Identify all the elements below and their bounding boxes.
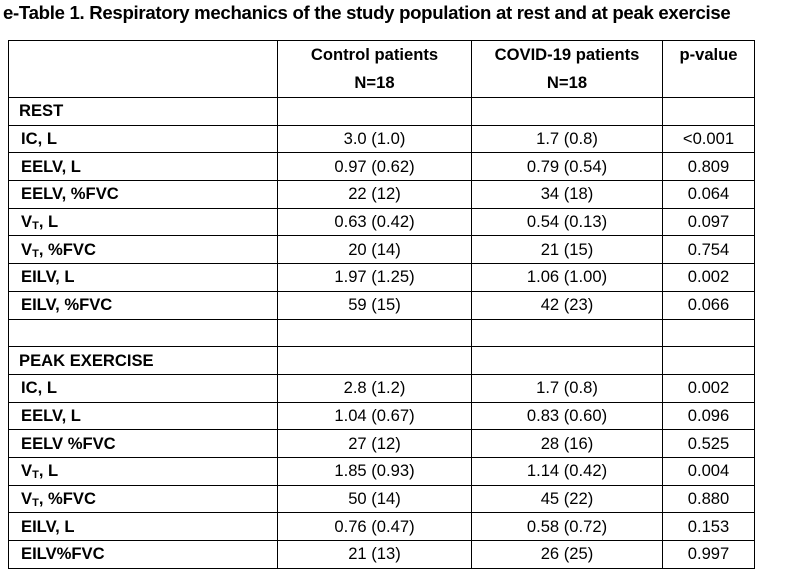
p-value: 0.754 <box>662 235 755 265</box>
row-label: EELV, L <box>8 152 278 182</box>
p-value: 0.997 <box>662 540 755 569</box>
table-row: IC, L 2.8 (1.2) 1.7 (0.8) 0.002 <box>8 373 755 403</box>
row-label: EILV%FVC <box>8 540 278 569</box>
p-value: 0.097 <box>662 207 755 237</box>
row-label: VT, %FVC <box>8 235 278 265</box>
table-row: VT, L 1.85 (0.93) 1.14 (0.42) 0.004 <box>8 456 755 486</box>
spacer-row <box>8 318 755 348</box>
row-label: VT, L <box>8 456 278 486</box>
control-value: 20 (14) <box>277 235 472 265</box>
row-label: EELV %FVC <box>8 429 278 458</box>
section-row-peak: PEAK EXERCISE <box>8 346 755 375</box>
p-value: 0.002 <box>662 373 755 403</box>
header-covid-line2: N=18 <box>546 73 588 92</box>
table-row: EILV, %FVC 59 (15) 42 (23) 0.066 <box>8 290 755 320</box>
covid-value: 28 (16) <box>471 429 663 458</box>
row-label-main: V <box>21 212 33 232</box>
table-title: e-Table 1. Respiratory mechanics of the … <box>3 2 731 23</box>
row-label: EILV, L <box>8 512 278 541</box>
header-pvalue: p-value <box>662 40 755 98</box>
row-label-subscript: T <box>32 469 39 482</box>
section-label-rest: REST <box>8 97 278 126</box>
table-row: VT, %FVC 20 (14) 21 (15) 0.754 <box>8 235 755 265</box>
row-label: VT, %FVC <box>8 484 278 514</box>
row-label-rest: , L <box>38 461 59 481</box>
row-label-rest: , %FVC <box>38 488 96 508</box>
p-value: 0.096 <box>662 401 755 431</box>
header-covid: COVID-19 patients N=18 <box>471 40 663 98</box>
header-control-line2: N=18 <box>354 73 395 92</box>
section-row-rest: REST <box>8 97 755 126</box>
table-row: EELV %FVC 27 (12) 28 (16) 0.525 <box>8 429 755 458</box>
covid-value: 0.58 (0.72) <box>471 512 663 541</box>
p-value: 0.153 <box>662 512 755 541</box>
row-label-rest: , L <box>38 212 59 232</box>
covid-value: 42 (23) <box>471 290 663 320</box>
covid-value: 0.54 (0.13) <box>471 207 663 237</box>
control-value: 21 (13) <box>277 540 472 569</box>
row-label-subscript: T <box>32 220 39 233</box>
row-label: IC, L <box>8 124 278 154</box>
table-row: EELV, L 1.04 (0.67) 0.83 (0.60) 0.096 <box>8 401 755 431</box>
table-row: EILV%FVC 21 (13) 26 (25) 0.997 <box>8 540 755 569</box>
control-value: 0.63 (0.42) <box>277 207 472 237</box>
table-row: VT, L 0.63 (0.42) 0.54 (0.13) 0.097 <box>8 207 755 237</box>
row-label: VT, L <box>8 207 278 237</box>
covid-value: 34 (18) <box>471 180 663 209</box>
control-value: 0.97 (0.62) <box>277 152 472 182</box>
control-value: 22 (12) <box>277 180 472 209</box>
covid-value: 1.7 (0.8) <box>471 373 663 403</box>
control-value: 0.76 (0.47) <box>277 512 472 541</box>
table-row: EELV, L 0.97 (0.62) 0.79 (0.54) 0.809 <box>8 152 755 182</box>
control-value: 3.0 (1.0) <box>277 124 472 154</box>
table-row: IC, L 3.0 (1.0) 1.7 (0.8) <0.001 <box>8 124 755 154</box>
covid-value: 1.14 (0.42) <box>471 456 663 486</box>
row-label: IC, L <box>8 373 278 403</box>
p-value: 0.066 <box>662 290 755 320</box>
p-value: 0.064 <box>662 180 755 209</box>
header-control: Control patients N=18 <box>277 40 472 98</box>
covid-value: 0.83 (0.60) <box>471 401 663 431</box>
covid-value: 45 (22) <box>471 484 663 514</box>
p-value: 0.002 <box>662 263 755 292</box>
table-row: EELV, %FVC 22 (12) 34 (18) 0.064 <box>8 180 755 209</box>
row-label-main: V <box>21 461 33 481</box>
p-value: 0.880 <box>662 484 755 514</box>
control-value: 1.04 (0.67) <box>277 401 472 431</box>
row-label-main: V <box>21 239 33 259</box>
p-value: 0.525 <box>662 429 755 458</box>
covid-value: 21 (15) <box>471 235 663 265</box>
covid-value: 1.7 (0.8) <box>471 124 663 154</box>
row-label: EELV, L <box>8 401 278 431</box>
covid-value: 1.06 (1.00) <box>471 263 663 292</box>
row-label: EILV, %FVC <box>8 290 278 320</box>
row-label: EELV, %FVC <box>8 180 278 209</box>
control-value: 2.8 (1.2) <box>277 373 472 403</box>
row-label-subscript: T <box>32 247 39 260</box>
table-row: EILV, L 1.97 (1.25) 1.06 (1.00) 0.002 <box>8 263 755 292</box>
control-value: 59 (15) <box>277 290 472 320</box>
covid-value: 0.79 (0.54) <box>471 152 663 182</box>
row-label-rest: , %FVC <box>38 239 96 259</box>
control-value: 27 (12) <box>277 429 472 458</box>
respiratory-mechanics-table: Control patients N=18 COVID-19 patients … <box>8 40 755 569</box>
header-empty-cell <box>8 40 278 98</box>
header-control-line1: Control patients <box>310 45 439 64</box>
header-row: Control patients N=18 COVID-19 patients … <box>8 40 755 98</box>
row-label-main: V <box>21 488 33 508</box>
table-row: EILV, L 0.76 (0.47) 0.58 (0.72) 0.153 <box>8 512 755 541</box>
table-row: VT, %FVC 50 (14) 45 (22) 0.880 <box>8 484 755 514</box>
row-label: EILV, L <box>8 263 278 292</box>
p-value: <0.001 <box>662 124 755 154</box>
control-value: 1.97 (1.25) <box>277 263 472 292</box>
p-value: 0.004 <box>662 456 755 486</box>
p-value: 0.809 <box>662 152 755 182</box>
row-label-subscript: T <box>32 496 39 509</box>
section-label-peak: PEAK EXERCISE <box>8 346 278 375</box>
covid-value: 26 (25) <box>471 540 663 569</box>
control-value: 50 (14) <box>277 484 472 514</box>
control-value: 1.85 (0.93) <box>277 456 472 486</box>
header-covid-line1: COVID-19 patients <box>494 45 640 64</box>
